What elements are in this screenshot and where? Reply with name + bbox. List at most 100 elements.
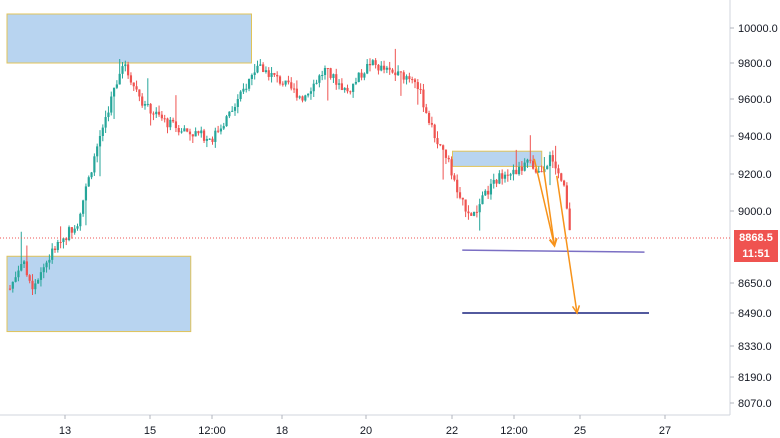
y-tick-label: 10000.0 — [738, 23, 778, 35]
projection-arrowhead-1 — [549, 238, 558, 248]
candle-body — [360, 72, 363, 78]
candle-body — [34, 283, 37, 290]
candle-body — [399, 71, 403, 73]
candle-body — [464, 199, 467, 212]
candle-body — [478, 204, 481, 213]
candle-body — [402, 72, 405, 80]
candle-body — [160, 114, 163, 119]
candle-body — [214, 130, 217, 142]
x-tick-label: 12:00 — [500, 425, 528, 437]
candle-body — [177, 128, 180, 133]
candle-body — [59, 242, 62, 244]
candle-body — [382, 65, 386, 70]
candle-body — [42, 267, 45, 273]
candle-body — [397, 71, 400, 76]
candle-body — [354, 81, 358, 84]
candle-body — [267, 70, 270, 77]
y-tick-label: 9600.0 — [738, 94, 772, 106]
candle-body — [82, 200, 85, 214]
candle-body — [380, 65, 383, 71]
candle-body — [222, 126, 225, 129]
price-zone-1 — [6, 255, 192, 333]
candle-body — [208, 138, 211, 140]
candle-body — [39, 272, 43, 280]
candle-body — [205, 139, 208, 141]
projection-arrowhead-2 — [571, 305, 581, 315]
candle-body — [506, 174, 509, 176]
candle-body — [495, 179, 498, 184]
candle-body — [8, 288, 12, 290]
candle-body — [169, 119, 172, 128]
candle-body — [557, 168, 560, 174]
candle-body — [526, 159, 529, 163]
candle-body — [287, 80, 290, 83]
x-tick-label: 18 — [276, 425, 288, 437]
candle-body — [278, 76, 282, 84]
candle-body — [304, 95, 307, 101]
candle-body — [503, 174, 507, 179]
candle-body — [138, 89, 141, 97]
candle-body — [73, 228, 76, 233]
candle-body — [394, 72, 397, 76]
price-zone-0 — [6, 13, 252, 64]
x-tick-label: 20 — [360, 425, 372, 437]
candle-body — [31, 280, 34, 290]
y-tick-label: 9200.0 — [738, 169, 772, 181]
candle-body — [84, 186, 88, 201]
candle-body — [430, 122, 433, 125]
candle-body — [37, 279, 40, 284]
candle-body — [309, 91, 313, 94]
candle-body — [548, 155, 552, 167]
candle-body — [560, 173, 563, 181]
projection-arrow-0 — [533, 158, 556, 247]
candle-body — [326, 68, 329, 70]
candle-body — [408, 76, 411, 80]
candle-body — [273, 73, 276, 75]
candle-body — [388, 67, 391, 70]
candle-body — [442, 145, 445, 150]
candle-body — [110, 96, 113, 113]
candle-body — [529, 159, 532, 161]
candle-body — [259, 64, 262, 66]
y-tick-label: 8070.0 — [738, 398, 772, 410]
y-tick-label: 8490.0 — [738, 308, 772, 320]
candle-body — [14, 277, 17, 282]
candle-body — [186, 128, 189, 132]
candle-body — [107, 112, 110, 118]
candle-body — [231, 110, 234, 112]
candle-body — [45, 262, 48, 268]
candle-body — [118, 73, 121, 85]
candle-body — [307, 93, 310, 96]
candle-body — [565, 185, 568, 209]
candle-body — [346, 87, 349, 92]
candle-body — [501, 173, 504, 179]
candle-body — [340, 83, 343, 91]
candle-body — [174, 121, 178, 129]
y-tick-label: 8330.0 — [738, 341, 772, 353]
candle-body — [349, 91, 352, 93]
candle-body — [363, 73, 366, 78]
candle-body — [281, 83, 284, 85]
candle-body — [377, 64, 380, 71]
x-tick-label: 25 — [574, 425, 586, 437]
candle-body — [439, 144, 442, 146]
candle-body — [180, 131, 183, 133]
candle-body — [385, 67, 388, 70]
candle-body — [523, 162, 526, 171]
y-tick-label: 9800.0 — [738, 58, 772, 70]
candle-body — [96, 146, 99, 157]
y-tick-label: 8650.0 — [738, 278, 772, 290]
candle-body — [315, 82, 318, 84]
candle-body — [540, 171, 543, 173]
candle-body — [450, 159, 453, 176]
candle-body — [129, 75, 133, 83]
candle-body — [546, 166, 549, 170]
candle-body — [76, 226, 79, 229]
candle-body — [411, 79, 414, 81]
y-tick-label: 9400.0 — [738, 131, 772, 143]
candle-body — [93, 156, 96, 173]
candle-body — [242, 88, 245, 92]
candle-body — [357, 72, 360, 82]
